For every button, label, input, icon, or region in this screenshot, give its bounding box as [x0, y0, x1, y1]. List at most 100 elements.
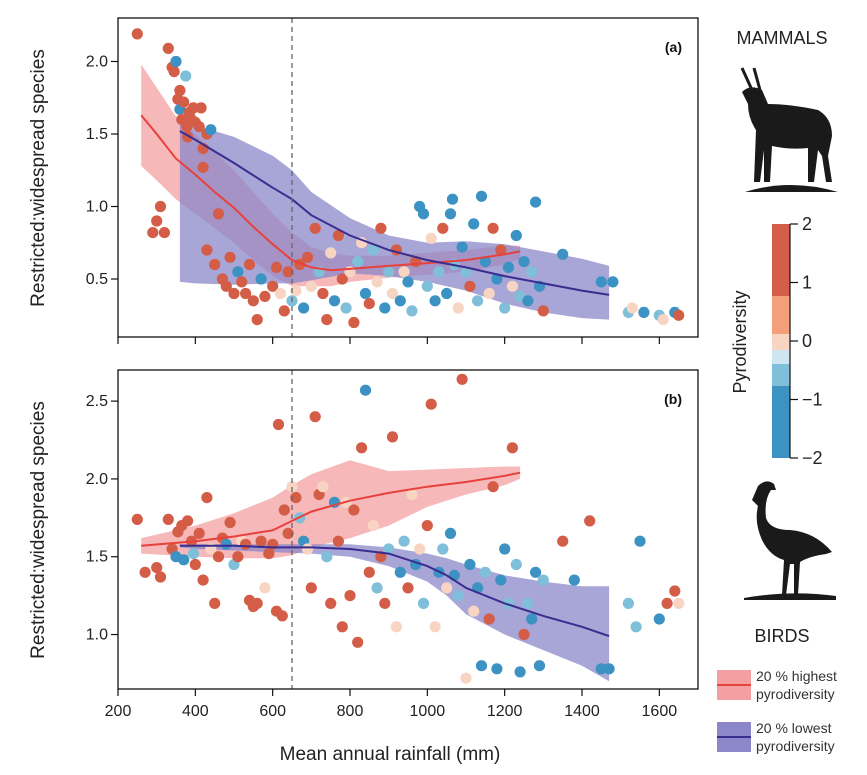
y-tick-label: 0.5: [86, 271, 108, 288]
colorbar-segment: [772, 334, 790, 350]
data-point: [499, 302, 511, 314]
data-point: [201, 244, 213, 256]
data-point: [267, 280, 279, 292]
x-tick-label: 1200: [487, 703, 523, 720]
colorbar-segment: [772, 296, 790, 334]
data-point: [464, 280, 476, 292]
data-point: [272, 418, 285, 431]
data-point: [212, 551, 225, 563]
data-point: [154, 200, 167, 213]
data-point: [243, 258, 256, 271]
data-point: [522, 295, 534, 307]
data-point: [584, 515, 596, 527]
data-point: [510, 229, 522, 242]
data-point: [673, 597, 685, 610]
data-point: [456, 241, 468, 253]
data-point: [522, 597, 534, 610]
plot-frame: [117, 17, 699, 338]
data-point: [464, 558, 476, 571]
x-tick-label: 1000: [410, 703, 446, 720]
data-point: [131, 28, 143, 40]
data-point: [383, 266, 395, 278]
data-point: [332, 535, 344, 547]
colorbar-segment: [772, 364, 790, 386]
data-point: [195, 102, 207, 114]
legend-low-label-2: pyrodiversity: [756, 738, 835, 754]
data-point: [197, 161, 209, 173]
data-point: [352, 256, 364, 268]
trend-line-low-b: [179, 544, 610, 638]
data-point: [359, 287, 372, 300]
data-point: [367, 520, 379, 532]
panel-label-a: (a): [665, 39, 682, 55]
y-axis-label-a: Restricted:widespread species: [28, 49, 49, 307]
data-point: [139, 566, 151, 578]
data-point: [187, 102, 199, 114]
data-point: [151, 215, 163, 227]
data-point: [417, 208, 430, 220]
data-point: [162, 42, 174, 55]
mammals-label: MAMMALS: [736, 28, 827, 48]
data-point: [441, 287, 453, 300]
data-point: [162, 513, 174, 526]
data-point: [232, 266, 244, 278]
data-point: [187, 548, 199, 560]
data-point: [228, 287, 240, 300]
data-point: [321, 314, 333, 326]
data-point: [661, 597, 673, 610]
data-point: [456, 373, 468, 385]
data-point: [193, 527, 205, 540]
data-point: [301, 251, 314, 263]
data-point: [446, 193, 459, 205]
data-point: [193, 121, 205, 133]
data-point: [356, 442, 368, 454]
data-point: [669, 585, 681, 597]
data-point: [220, 538, 232, 550]
data-point: [429, 621, 441, 633]
data-point: [417, 597, 430, 610]
data-point: [344, 590, 356, 602]
x-tick-label: 200: [105, 703, 132, 720]
data-point: [537, 574, 549, 586]
data-point: [526, 266, 538, 278]
data-point: [452, 590, 464, 602]
data-point: [441, 582, 453, 594]
data-point: [673, 309, 685, 321]
data-point: [301, 543, 314, 555]
data-point: [460, 672, 472, 684]
data-point: [475, 190, 488, 202]
data-point: [557, 535, 569, 547]
y-tick-label: 1.5: [86, 549, 108, 566]
x-axis-label: Mean annual rainfall (mm): [280, 744, 501, 765]
data-point: [278, 504, 290, 516]
data-point: [348, 316, 360, 329]
data-point: [321, 551, 333, 563]
data-point: [158, 227, 170, 239]
data-point: [224, 251, 236, 263]
y-axis-label-b: Restricted:widespread species: [28, 401, 49, 659]
data-point: [205, 124, 217, 136]
data-point: [180, 70, 192, 82]
data-point: [247, 295, 259, 307]
data-point: [220, 280, 232, 292]
data-point: [274, 287, 286, 300]
data-point: [278, 305, 290, 317]
colorbar-tick-label: 0: [802, 331, 812, 351]
data-point: [472, 295, 484, 307]
colorbar-tick-label: −1: [802, 390, 823, 410]
data-point: [630, 621, 642, 633]
data-point: [151, 562, 163, 574]
data-point: [178, 554, 190, 566]
data-point: [325, 247, 337, 259]
data-point: [479, 256, 491, 268]
antelope-silhouette-icon: [740, 67, 838, 192]
data-point: [483, 613, 495, 625]
data-point: [328, 295, 341, 307]
data-point: [398, 266, 410, 278]
colorbar-segment: [772, 350, 790, 364]
data-point: [429, 295, 441, 307]
x-tick-label: 600: [259, 703, 286, 720]
colorbar-segment: [772, 224, 790, 296]
trend-line-low-a: [179, 130, 610, 296]
colorbar-tick-label: 1: [802, 273, 812, 293]
